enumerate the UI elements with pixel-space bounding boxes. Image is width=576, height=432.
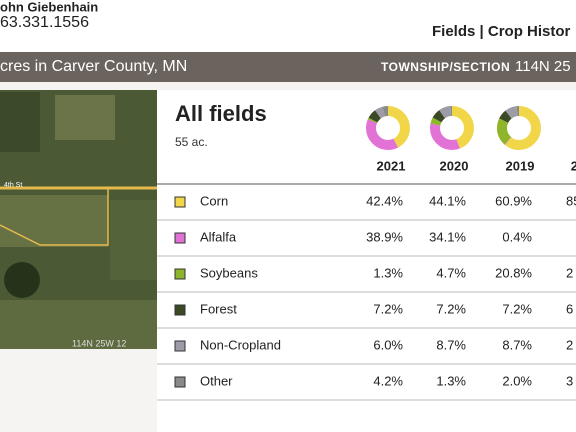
crop-share: 0.4%: [502, 229, 532, 244]
donut-segment: [430, 106, 474, 150]
banner-label: TOWNSHIP/SECTION: [381, 60, 510, 74]
banner: [0, 52, 576, 82]
map-field: [0, 92, 40, 152]
crop-share: 4.2%: [373, 373, 403, 388]
crop-share: 8.7%: [436, 337, 466, 352]
map-boundary: [0, 188, 109, 246]
crop-share: 4.7%: [436, 265, 466, 280]
swatch: [174, 340, 186, 352]
donut-segment: [366, 106, 410, 150]
swatch: [174, 196, 186, 208]
map-field: [0, 300, 157, 349]
crop-share: 34.1%: [429, 229, 466, 244]
swatch: [174, 232, 186, 244]
crop-label: Other: [200, 373, 233, 388]
map-section-label: 114N 25W 12: [72, 338, 126, 348]
agent-phone: 63.331.1556: [0, 14, 89, 31]
crop-share-cut: 6: [566, 301, 573, 316]
donut-segment: [497, 106, 541, 150]
crop-label: Alfalfa: [200, 229, 237, 244]
crop-share: 60.9%: [495, 193, 532, 208]
banner-location: cres in Carver County, MN: [0, 58, 187, 75]
table-acres: 55 ac.: [175, 135, 208, 149]
nav-title: Fields | Crop Histor: [432, 23, 571, 40]
map-field: [110, 200, 157, 280]
swatch: [174, 304, 186, 316]
crop-share: 44.1%: [429, 193, 466, 208]
crop-share: 7.2%: [502, 301, 532, 316]
donut-segment: [366, 106, 410, 150]
crop-label: Non-Cropland: [200, 337, 281, 352]
crop-share: 6.0%: [373, 337, 403, 352]
crop-share-cut: 85: [566, 193, 576, 208]
year-label: 2021: [377, 158, 406, 173]
crop-label: Corn: [200, 193, 228, 208]
table-panel: [157, 90, 576, 432]
map-field: [0, 195, 108, 247]
map: 4th St 114N 25W 12: [0, 90, 157, 349]
crop-share-cut: 2: [566, 265, 573, 280]
crop-share: 2.0%: [502, 373, 532, 388]
crop-share: 1.3%: [436, 373, 466, 388]
map-field: [55, 95, 115, 140]
swatch: [174, 268, 186, 280]
table-title: All fields: [175, 101, 267, 126]
crop-share: 1.3%: [373, 265, 403, 280]
crop-share: 8.7%: [502, 337, 532, 352]
swatch: [174, 376, 186, 388]
crop-share: 20.8%: [495, 265, 532, 280]
crop-label: Soybeans: [200, 265, 258, 280]
crop-label: Forest: [200, 301, 237, 316]
agent-name: ohn Giebenhain: [0, 0, 98, 14]
crop-share: 7.2%: [436, 301, 466, 316]
crop-share-cut: 3: [566, 373, 573, 388]
banner-value: 114N 25: [515, 58, 571, 75]
donut-segment: [430, 106, 474, 150]
crop-share-cut: 2: [566, 337, 573, 352]
year-label: 2020: [440, 158, 469, 173]
map-woods: [4, 262, 40, 298]
map-road-label: 4th St: [4, 182, 22, 189]
crop-share: 38.9%: [366, 229, 403, 244]
year-label: 2019: [506, 158, 535, 173]
donut-segment: [497, 106, 541, 150]
table: 2021 2020 2019 20 Corn 42.4% 44.1% 60.9% 85 Alfal…: [157, 106, 576, 401]
crop-share: 7.2%: [373, 301, 403, 316]
year-label: 20: [571, 158, 576, 173]
crop-share: 42.4%: [366, 193, 403, 208]
